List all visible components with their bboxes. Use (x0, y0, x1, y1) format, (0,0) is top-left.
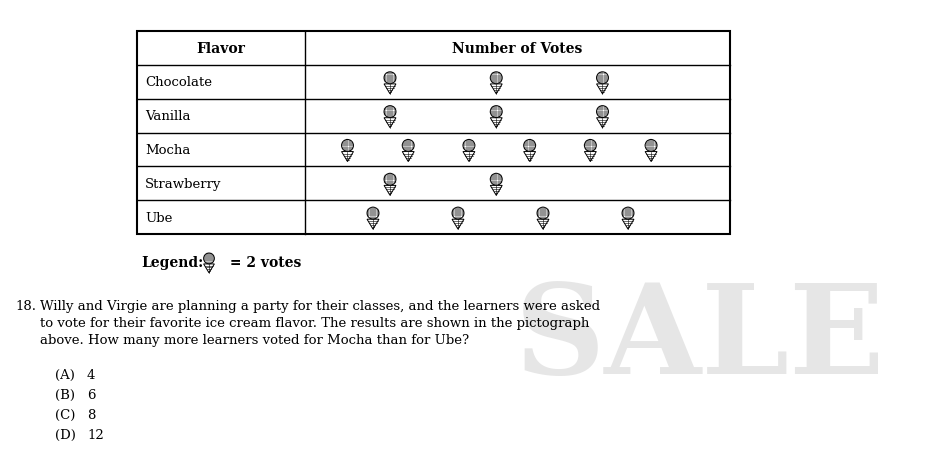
Text: Willy and Virgie are planning a party for their classes, and the learners were a: Willy and Virgie are planning a party fo… (40, 299, 599, 312)
Polygon shape (384, 85, 396, 95)
Text: Ube: Ube (145, 211, 172, 224)
Circle shape (490, 174, 502, 186)
Polygon shape (384, 118, 396, 128)
Polygon shape (203, 264, 214, 273)
Polygon shape (451, 220, 463, 230)
Circle shape (490, 106, 502, 118)
Text: (C): (C) (55, 408, 75, 421)
Text: Number of Votes: Number of Votes (452, 42, 582, 56)
Text: (B): (B) (55, 388, 75, 401)
Text: Vanilla: Vanilla (145, 110, 190, 123)
Text: 6: 6 (87, 388, 95, 401)
Text: (D): (D) (55, 428, 76, 441)
Text: = 2 votes: = 2 votes (225, 255, 300, 269)
Polygon shape (584, 152, 595, 162)
Circle shape (367, 207, 378, 220)
Polygon shape (462, 152, 475, 162)
Circle shape (523, 140, 535, 152)
Polygon shape (341, 152, 353, 162)
Text: 8: 8 (87, 408, 95, 421)
Text: Mocha: Mocha (145, 144, 190, 157)
Circle shape (341, 140, 353, 152)
Text: (A): (A) (55, 368, 75, 381)
Polygon shape (384, 186, 396, 196)
Circle shape (384, 174, 396, 186)
Text: above. How many more learners voted for Mocha than for Ube?: above. How many more learners voted for … (40, 333, 469, 346)
Circle shape (596, 73, 607, 85)
Circle shape (451, 207, 463, 220)
Bar (137, 32, 729, 234)
Polygon shape (596, 118, 607, 128)
Text: 4: 4 (87, 368, 95, 381)
Polygon shape (622, 220, 634, 230)
Polygon shape (644, 152, 656, 162)
Text: to vote for their favorite ice cream flavor. The results are shown in the pictog: to vote for their favorite ice cream fla… (40, 316, 589, 329)
Text: 12: 12 (87, 428, 104, 441)
Polygon shape (490, 186, 502, 196)
Circle shape (462, 140, 475, 152)
Circle shape (644, 140, 656, 152)
Polygon shape (402, 152, 414, 162)
Polygon shape (367, 220, 378, 230)
Polygon shape (536, 220, 548, 230)
Circle shape (384, 73, 396, 85)
Circle shape (402, 140, 414, 152)
Circle shape (490, 73, 502, 85)
Circle shape (584, 140, 595, 152)
Text: 18.: 18. (15, 299, 36, 312)
Text: Legend:: Legend: (140, 255, 203, 269)
Text: Chocolate: Chocolate (145, 76, 212, 89)
Text: Flavor: Flavor (197, 42, 245, 56)
Circle shape (596, 106, 607, 118)
Polygon shape (490, 85, 502, 95)
Text: Strawberry: Strawberry (145, 177, 221, 190)
Polygon shape (523, 152, 535, 162)
Circle shape (622, 207, 634, 220)
Text: SALE: SALE (514, 279, 885, 399)
Circle shape (203, 253, 214, 264)
Polygon shape (490, 118, 502, 128)
Circle shape (384, 106, 396, 118)
Circle shape (536, 207, 548, 220)
Polygon shape (596, 85, 607, 95)
